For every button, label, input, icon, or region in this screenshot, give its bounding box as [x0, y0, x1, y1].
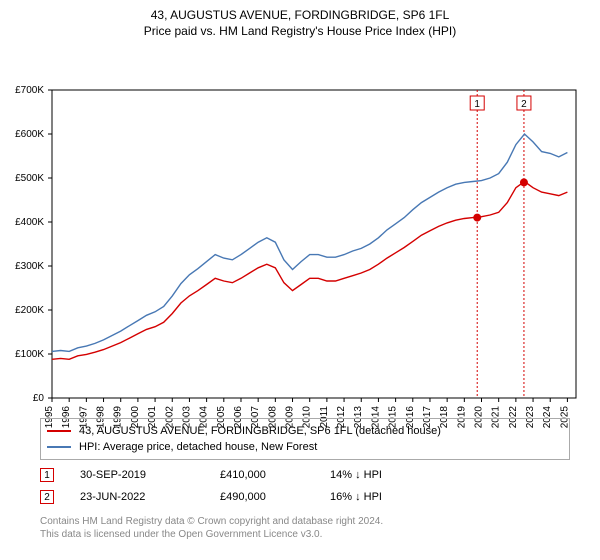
legend-label: 43, AUGUSTUS AVENUE, FORDINGBRIDGE, SP6 …: [79, 425, 441, 437]
footnote: Contains HM Land Registry data © Crown c…: [40, 516, 383, 541]
legend: 43, AUGUSTUS AVENUE, FORDINGBRIDGE, SP6 …: [40, 418, 570, 460]
legend-item: HPI: Average price, detached house, New …: [47, 439, 563, 455]
svg-text:£300K: £300K: [15, 261, 44, 272]
sale-pct-vs-hpi: 14% ↓ HPI: [330, 469, 430, 481]
sale-marker: 2: [40, 490, 54, 504]
sale-date: 23-JUN-2022: [80, 491, 220, 503]
legend-swatch: [47, 430, 71, 432]
svg-text:£0: £0: [33, 393, 45, 404]
svg-text:1: 1: [474, 99, 480, 110]
footnote-line2: This data is licensed under the Open Gov…: [40, 529, 383, 542]
chart-plot: £0£100K£200K£300K£400K£500K£600K£700K199…: [0, 38, 600, 448]
svg-text:£500K: £500K: [15, 173, 44, 184]
svg-text:£600K: £600K: [15, 129, 44, 140]
sale-marker: 1: [40, 468, 54, 482]
chart-title-sub: Price paid vs. HM Land Registry's House …: [0, 22, 600, 38]
svg-text:2: 2: [521, 99, 527, 110]
sale-row: 2 23-JUN-2022£490,00016% ↓ HPI: [40, 486, 570, 508]
legend-label: HPI: Average price, detached house, New …: [79, 441, 317, 453]
legend-item: 43, AUGUSTUS AVENUE, FORDINGBRIDGE, SP6 …: [47, 423, 563, 439]
svg-text:£200K: £200K: [15, 305, 44, 316]
legend-swatch: [47, 446, 71, 448]
svg-text:£400K: £400K: [15, 217, 44, 228]
footnote-line1: Contains HM Land Registry data © Crown c…: [40, 516, 383, 529]
svg-text:£100K: £100K: [15, 349, 44, 360]
sales-table: 1 30-SEP-2019£410,00014% ↓ HPI 2 23-JUN-202…: [40, 464, 570, 508]
sale-price: £490,000: [220, 491, 330, 503]
svg-text:£700K: £700K: [15, 85, 44, 96]
chart-title-main: 43, AUGUSTUS AVENUE, FORDINGBRIDGE, SP6 …: [0, 0, 600, 22]
sale-row: 1 30-SEP-2019£410,00014% ↓ HPI: [40, 464, 570, 486]
sale-pct-vs-hpi: 16% ↓ HPI: [330, 491, 430, 503]
sale-price: £410,000: [220, 469, 330, 481]
sale-date: 30-SEP-2019: [80, 469, 220, 481]
